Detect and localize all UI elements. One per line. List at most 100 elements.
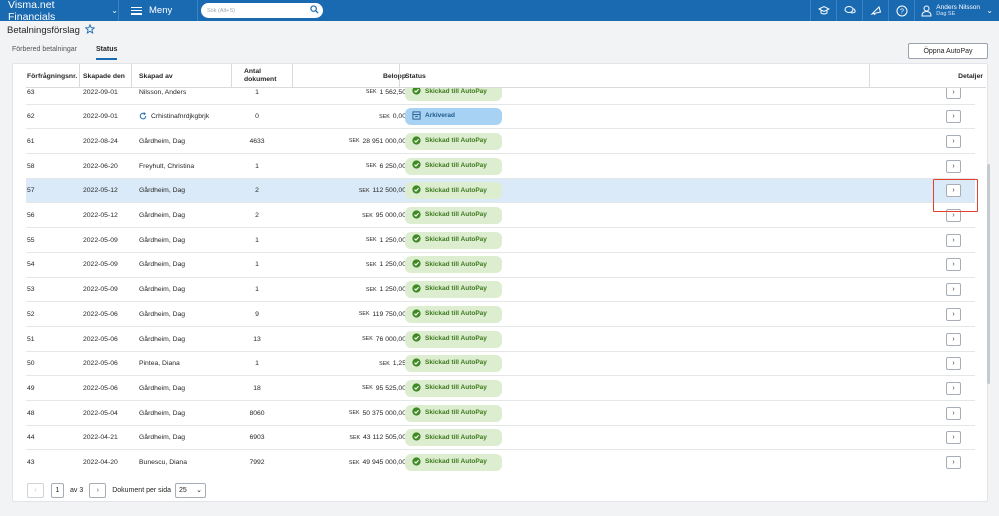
chevron-right-icon: › bbox=[952, 212, 955, 219]
table-row[interactable]: 43 2022-04-20 Bunescu, Diana 7992 SEK 49 945 … bbox=[26, 451, 975, 474]
table-row[interactable]: 48 2022-05-04 Gårdheim, Dag 8060 SEK 50 375 0… bbox=[26, 401, 975, 426]
megaphone-icon[interactable] bbox=[862, 0, 888, 21]
column-divider[interactable] bbox=[231, 64, 232, 88]
hamburger-icon bbox=[131, 6, 142, 15]
status-cell: Skickad till AutoPay bbox=[405, 88, 502, 104]
status-cell: Skickad till AutoPay bbox=[405, 302, 502, 326]
table-row[interactable]: 55 2022-05-09 Gårdheim, Dag 1 SEK 1 250,00 Ski… bbox=[26, 228, 975, 253]
graduation-cap-icon[interactable] bbox=[810, 0, 836, 21]
vertical-scrollbar[interactable] bbox=[987, 164, 990, 384]
current-page-input[interactable]: 1 bbox=[51, 482, 64, 498]
table-row[interactable]: 51 2022-05-06 Gårdheim, Dag 13 SEK 76 000,00 S… bbox=[26, 327, 975, 352]
header-created-by[interactable]: Skapad av bbox=[139, 72, 173, 80]
document-count: 4633 bbox=[249, 137, 265, 145]
details-button[interactable]: › bbox=[946, 209, 961, 222]
header-status[interactable]: Status bbox=[405, 72, 426, 80]
created-by-name: Pintea, Diana bbox=[139, 360, 180, 368]
table-row[interactable]: 63 2022-09-01 Nilsson, Anders 1 SEK 1 562,50 S… bbox=[26, 88, 975, 105]
column-divider[interactable] bbox=[131, 64, 132, 88]
created-by: Pintea, Diana bbox=[139, 352, 180, 376]
table-row[interactable]: 61 2022-08-24 Gårdheim, Dag 4633 SEK 28 951 0… bbox=[26, 129, 975, 155]
amount-value: 49 945 000,00 bbox=[362, 459, 406, 466]
chevron-right-icon: › bbox=[952, 335, 955, 343]
currency: SEK bbox=[379, 113, 390, 120]
chat-icon[interactable] bbox=[836, 0, 862, 21]
table-row[interactable]: 58 2022-06-20 Freyhult, Christina 1 SEK 6 250… bbox=[26, 154, 975, 179]
details-button[interactable]: › bbox=[946, 357, 961, 371]
column-divider[interactable] bbox=[399, 64, 400, 88]
search-icon[interactable] bbox=[310, 5, 319, 16]
table-row[interactable]: 56 2022-05-12 Gårdheim, Dag 2 SEK 95 000,00 Sk… bbox=[26, 204, 975, 229]
previous-page-button[interactable]: ‹ bbox=[27, 482, 44, 498]
created-date: 2022-09-01 bbox=[83, 88, 118, 96]
details-button[interactable]: › bbox=[946, 283, 961, 297]
amount: SEK 0,00 bbox=[296, 105, 406, 129]
header-created-date[interactable]: Skapade den bbox=[83, 72, 125, 80]
column-divider[interactable] bbox=[79, 64, 80, 88]
per-page-select[interactable]: 25 ⌄ bbox=[175, 482, 206, 498]
next-page-button[interactable]: › bbox=[89, 482, 107, 498]
menu-button[interactable]: Meny bbox=[119, 0, 198, 21]
star-icon[interactable] bbox=[84, 23, 96, 37]
amount: SEK 95 000,00 bbox=[296, 204, 406, 228]
status-badge: Skickad till AutoPay bbox=[405, 157, 502, 175]
chevron-right-icon: › bbox=[952, 261, 955, 269]
header-request-no[interactable]: Förfrågningsnr. bbox=[27, 72, 78, 80]
check-circle-icon bbox=[412, 88, 421, 98]
table-row[interactable]: 52 2022-05-06 Gårdheim, Dag 9 SEK 119 750,00 S… bbox=[26, 302, 975, 327]
user-icon bbox=[921, 5, 932, 16]
table-row[interactable]: 50 2022-05-06 Pintea, Diana 1 SEK 1,25 Skickad… bbox=[26, 352, 975, 377]
details-button[interactable]: › bbox=[946, 110, 961, 124]
table-row[interactable]: 57 2022-05-12 Gårdheim, Dag 2 SEK 112 500,00 S… bbox=[26, 178, 975, 204]
details-button[interactable]: › bbox=[946, 134, 961, 148]
document-count: 7992 bbox=[249, 459, 265, 466]
table-row[interactable]: 49 2022-05-06 Gårdheim, Dag 18 SEK 95 525,00 S… bbox=[26, 376, 975, 402]
details-button[interactable]: › bbox=[946, 159, 961, 173]
table-row[interactable]: 44 2022-04-21 Gårdheim, Dag 6903 SEK 43 112 5… bbox=[26, 426, 975, 451]
details-button[interactable]: › bbox=[946, 307, 961, 321]
search-input[interactable]: Sök (Alt+S) bbox=[201, 3, 323, 18]
table-row[interactable]: 62 2022-09-01 Crhistinafnrdjkgbrjk 0 SEK 0,00… bbox=[26, 105, 975, 130]
check-circle-icon bbox=[412, 185, 421, 197]
top-actions: ? Anders Nilsson Dag SE ⌄ bbox=[810, 0, 999, 21]
help-icon[interactable]: ? bbox=[888, 0, 914, 21]
details-button[interactable]: › bbox=[946, 381, 961, 395]
currency: SEK bbox=[358, 187, 370, 194]
amount-value: 112 500,00 bbox=[372, 187, 406, 195]
document-count: 18 bbox=[253, 384, 261, 392]
request-number: 53 bbox=[27, 286, 35, 294]
details-button[interactable]: › bbox=[946, 431, 961, 445]
status-badge: Arkiverad bbox=[405, 108, 502, 126]
document-count: 1 bbox=[255, 236, 259, 244]
tab-prepare-payments[interactable]: Förbered betalningar bbox=[12, 46, 77, 53]
column-divider[interactable] bbox=[869, 64, 870, 88]
details-button[interactable]: › bbox=[946, 184, 961, 198]
tab-status[interactable]: Status bbox=[96, 46, 118, 60]
header-document-count[interactable]: Antal dokument bbox=[244, 64, 276, 88]
details-button[interactable]: › bbox=[946, 406, 961, 420]
check-circle-icon bbox=[412, 457, 421, 469]
currency: SEK bbox=[365, 237, 377, 244]
created-date: 2022-04-20 bbox=[83, 459, 118, 466]
amount: SEK 1,25 bbox=[296, 352, 406, 376]
header-details[interactable]: Detaljer bbox=[958, 72, 983, 80]
menu-label: Meny bbox=[149, 5, 173, 16]
user-menu[interactable]: Anders Nilsson Dag SE ⌄ bbox=[914, 0, 999, 21]
created-by-name: Gårdheim, Dag bbox=[139, 409, 186, 417]
details-button[interactable]: › bbox=[946, 233, 961, 247]
request-number: 63 bbox=[27, 88, 35, 96]
app-switcher[interactable]: Visma.net Financials ⌄ bbox=[0, 0, 119, 23]
details-button[interactable]: › bbox=[946, 332, 961, 346]
chevron-right-icon: › bbox=[952, 236, 955, 244]
details-button[interactable]: › bbox=[946, 88, 961, 99]
details-button[interactable]: › bbox=[946, 456, 961, 469]
header-amount[interactable]: Belopp bbox=[382, 72, 406, 80]
chevron-right-icon: › bbox=[952, 384, 955, 392]
table-row[interactable]: 54 2022-05-09 Gårdheim, Dag 1 SEK 1 250,00 Ski… bbox=[26, 253, 975, 278]
open-autopay-button[interactable]: Öppna AutoPay bbox=[908, 43, 988, 59]
created-by: Gårdheim, Dag bbox=[139, 401, 185, 425]
column-divider[interactable] bbox=[292, 64, 293, 88]
details-button[interactable]: › bbox=[946, 258, 961, 272]
created-date: 2022-05-09 bbox=[83, 261, 118, 269]
table-row[interactable]: 53 2022-05-09 Gårdheim, Dag 1 SEK 1 250,00 Ski… bbox=[26, 278, 975, 303]
